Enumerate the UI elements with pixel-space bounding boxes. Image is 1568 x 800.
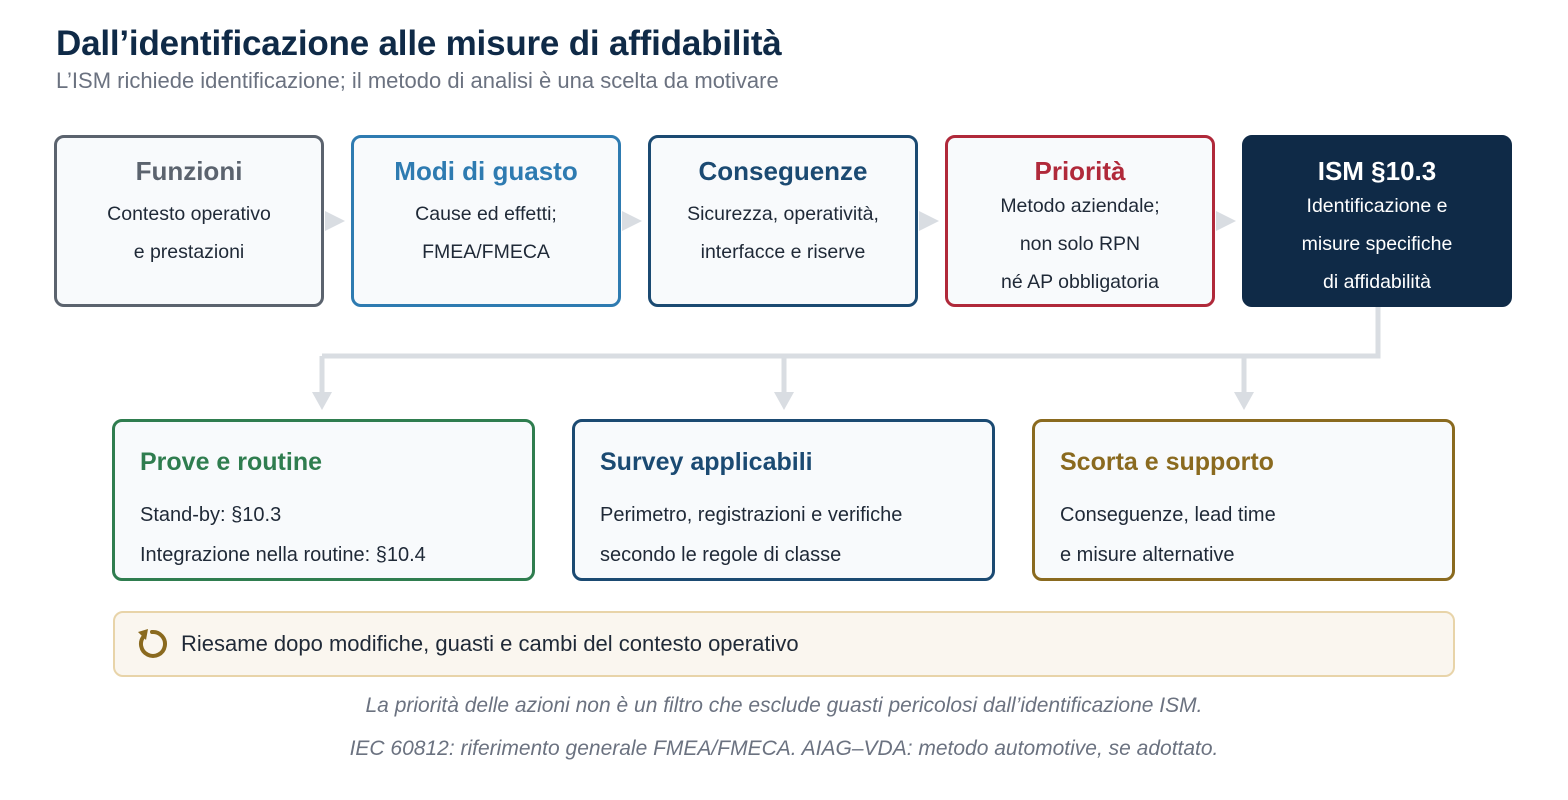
footnote-priority: La priorità delle azioni non è un filtro…	[365, 694, 1203, 717]
page-title: Dall’identificazione alle misure di affi…	[56, 24, 782, 63]
step-text-line: Metodo aziendale;	[1000, 195, 1160, 217]
page-subtitle: L’ISM richiede identificazione; il metod…	[56, 68, 779, 93]
step-text-line: di affidabilità	[1322, 271, 1432, 293]
card-text-line: Stand-by: §10.3	[140, 504, 282, 526]
card-text-line: Perimetro, registrazioni e verifiche	[600, 504, 903, 526]
branch-arrow-1	[312, 392, 332, 410]
branch-trunk	[322, 305, 1381, 359]
card-text-line: Conseguenze, lead time	[1060, 504, 1276, 526]
step-funzioni: Funzioni Contesto operativo e prestazion…	[54, 135, 324, 307]
step-text-line: Sicurezza, operatività,	[687, 203, 879, 225]
card-survey-applicabili: Survey applicabili Perimetro, registrazi…	[572, 419, 995, 581]
step-text-line: Contesto operativo	[107, 203, 271, 225]
step-title: Priorità	[1034, 156, 1126, 186]
card-title: Scorta e supporto	[1060, 448, 1274, 476]
step-text-line: Cause ed effetti;	[415, 203, 557, 225]
card-text-line: Integrazione nella routine: §10.4	[140, 544, 426, 566]
refresh-icon	[138, 629, 167, 658]
step-text-line: non solo RPN	[1019, 233, 1141, 255]
step-title: Conseguenze	[698, 156, 868, 186]
flow-arrow-2	[622, 211, 642, 231]
flow-arrow-3	[919, 211, 939, 231]
step-title: Funzioni	[135, 156, 243, 186]
step-priorita: Priorità Metodo aziendale; non solo RPN …	[945, 135, 1215, 307]
step-modi-di-guasto: Modi di guasto Cause ed effetti; FMEA/FM…	[351, 135, 621, 307]
step-text-line: misure specifiche	[1301, 233, 1453, 255]
card-prove-routine: Prove e routine Stand-by: §10.3 Integraz…	[112, 419, 535, 581]
branch-arrow-2	[774, 392, 794, 410]
card-scorta-supporto: Scorta e supporto Conseguenze, lead time…	[1032, 419, 1455, 581]
flow-arrow-1	[325, 211, 345, 231]
card-text-line: e misure alternative	[1060, 544, 1235, 566]
footnote-standards: IEC 60812: riferimento generale FMEA/FME…	[349, 737, 1219, 760]
step-text-line: e prestazioni	[133, 241, 245, 263]
step-text-line: FMEA/FMECA	[422, 241, 550, 263]
card-text-line: secondo le regole di classe	[600, 544, 842, 566]
step-title: ISM §10.3	[1317, 156, 1437, 186]
step-title: Modi di guasto	[394, 156, 578, 186]
card-title: Prove e routine	[140, 448, 322, 476]
step-ism: ISM §10.3 Identificazione e misure speci…	[1242, 135, 1512, 307]
flow-arrow-4	[1216, 211, 1236, 231]
review-banner: Riesame dopo modifiche, guasti e cambi d…	[113, 611, 1455, 677]
review-text: Riesame dopo modifiche, guasti e cambi d…	[181, 631, 799, 656]
card-title: Survey applicabili	[600, 448, 813, 476]
branch-arrow-3	[1234, 392, 1254, 410]
step-text-line: Identificazione e	[1306, 195, 1448, 217]
step-text-line: interfacce e riserve	[700, 241, 866, 263]
step-conseguenze: Conseguenze Sicurezza, operatività, inte…	[648, 135, 918, 307]
step-text-line: né AP obbligatoria	[1001, 271, 1159, 293]
